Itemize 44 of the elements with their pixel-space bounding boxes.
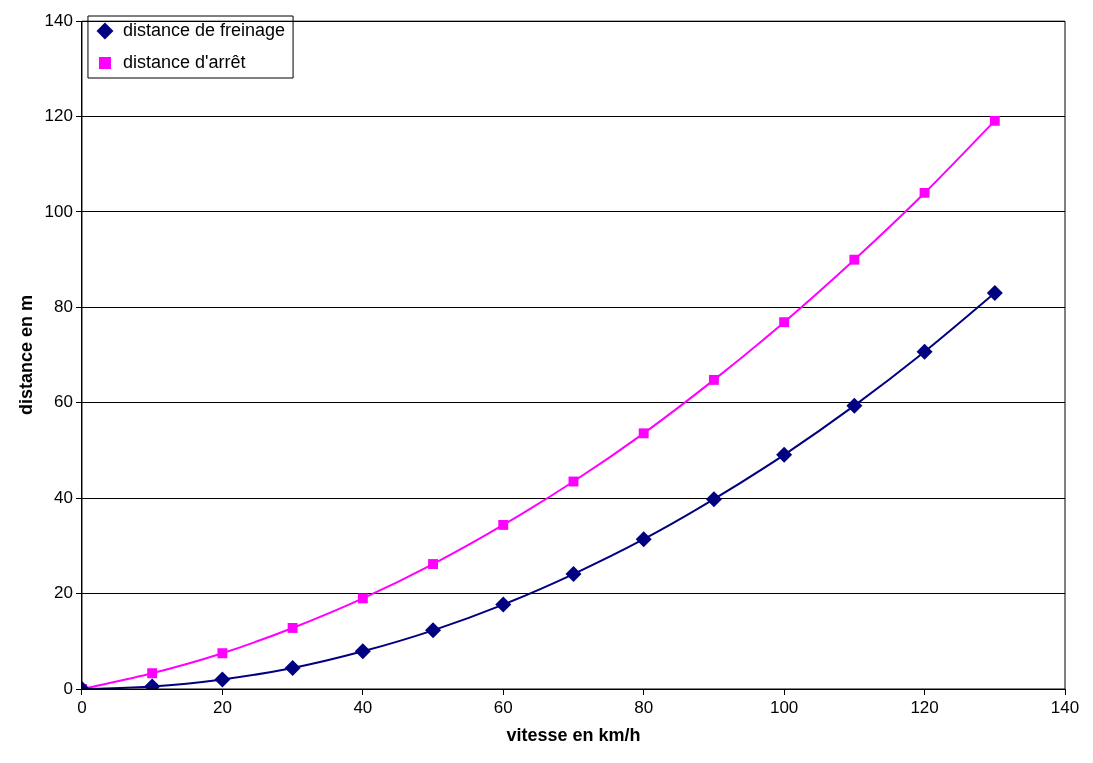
point bbox=[425, 622, 442, 639]
point bbox=[214, 671, 231, 688]
x-tick-label: 140 bbox=[1050, 697, 1080, 717]
y-tick-label: 80 bbox=[54, 297, 73, 317]
x-tick-label: 40 bbox=[353, 697, 373, 717]
point bbox=[846, 397, 863, 414]
x-tick-label: 60 bbox=[493, 697, 513, 717]
point bbox=[705, 491, 722, 508]
legend-label: distance de freinage bbox=[122, 19, 286, 40]
point bbox=[776, 446, 793, 463]
x-tick-label: 100 bbox=[769, 697, 799, 717]
y-tick-label: 40 bbox=[54, 487, 73, 507]
point bbox=[779, 317, 790, 328]
y-axis-title: distance en m bbox=[15, 295, 36, 416]
point bbox=[849, 254, 860, 265]
point bbox=[217, 648, 228, 659]
point bbox=[357, 593, 368, 604]
x-tick-label: 80 bbox=[634, 697, 654, 717]
y-tick-label: 0 bbox=[63, 678, 73, 698]
x-axis-title: vitesse en km/h bbox=[506, 725, 641, 746]
point bbox=[147, 668, 158, 679]
y-tick-label: 120 bbox=[44, 106, 73, 126]
x-tick-label: 20 bbox=[212, 697, 232, 717]
point bbox=[986, 285, 1003, 302]
y-tick-label: 100 bbox=[44, 201, 73, 221]
point bbox=[287, 622, 298, 633]
point bbox=[989, 115, 1000, 126]
y-tick-label: 20 bbox=[54, 583, 73, 603]
x-tick-label: 0 bbox=[77, 697, 87, 717]
point bbox=[638, 428, 649, 439]
point bbox=[498, 519, 509, 530]
point bbox=[565, 566, 582, 583]
legend-label: distance d'arrêt bbox=[122, 51, 246, 72]
x-tick-label: 120 bbox=[910, 697, 939, 717]
point bbox=[284, 660, 301, 677]
point bbox=[495, 596, 512, 613]
y-tick-label: 140 bbox=[44, 10, 73, 30]
point bbox=[919, 187, 930, 198]
point bbox=[916, 343, 933, 360]
point bbox=[708, 374, 719, 385]
point bbox=[354, 643, 371, 660]
point bbox=[428, 559, 438, 569]
point bbox=[635, 531, 652, 548]
y-tick-label: 60 bbox=[54, 392, 73, 412]
